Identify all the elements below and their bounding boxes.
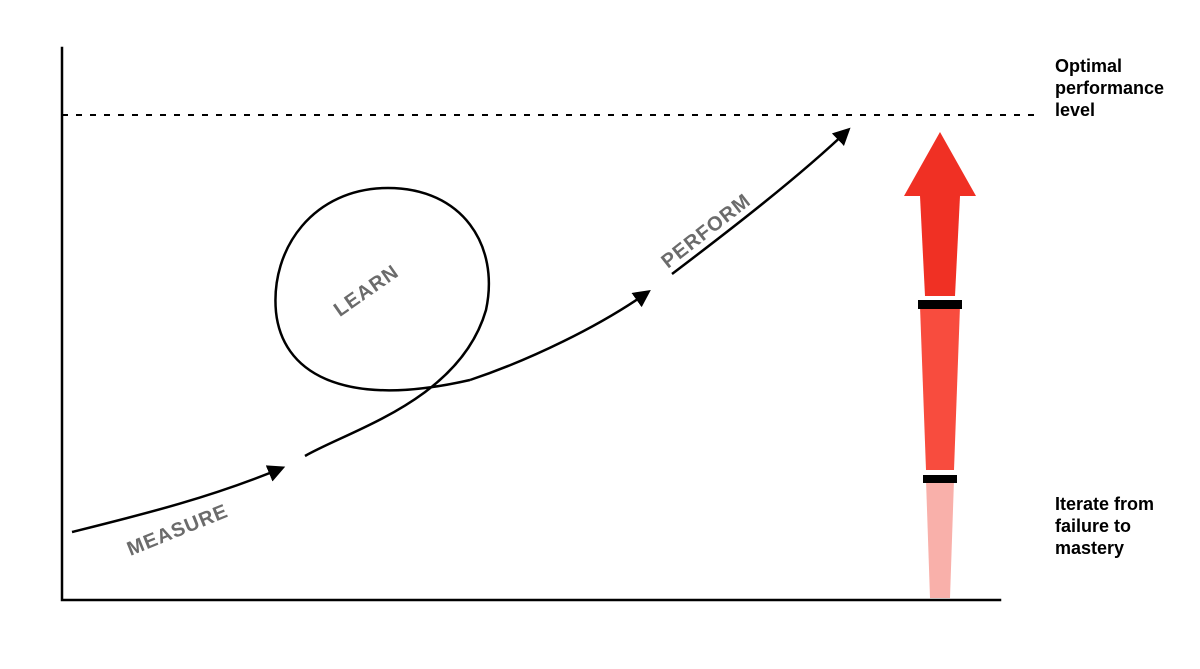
arrow-gap-1 <box>918 300 962 309</box>
arrow-gap-0 <box>923 475 957 483</box>
background <box>0 0 1200 669</box>
arrow-segment-2 <box>920 196 960 296</box>
arrow-segment-0 <box>926 480 954 598</box>
arrow-segment-1 <box>920 306 960 470</box>
